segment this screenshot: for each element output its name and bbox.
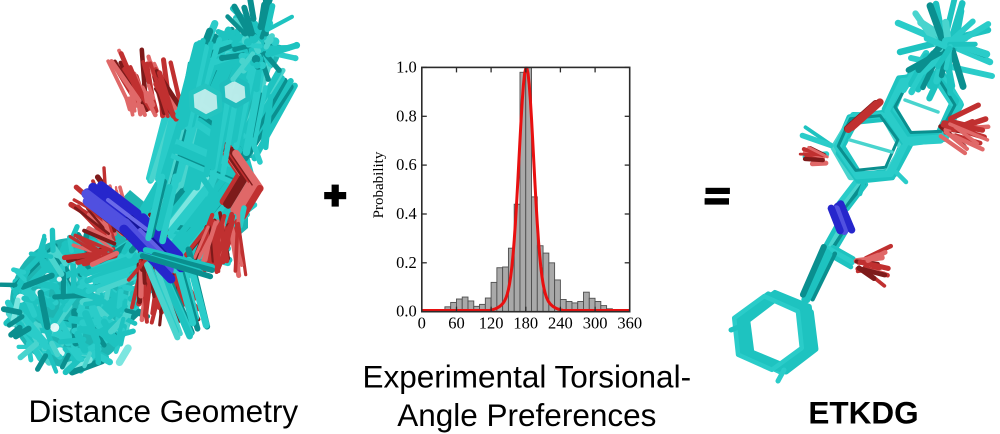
svg-text:300: 300 — [583, 314, 608, 333]
svg-text:ETKDG: ETKDG — [808, 394, 918, 430]
svg-text:360: 360 — [617, 314, 642, 333]
svg-text:60: 60 — [448, 314, 465, 333]
svg-text:0.0: 0.0 — [396, 302, 417, 321]
svg-text:1.0: 1.0 — [396, 57, 417, 76]
svg-text:0.4: 0.4 — [396, 204, 417, 223]
svg-text:0.6: 0.6 — [396, 155, 417, 174]
svg-text:240: 240 — [548, 314, 573, 333]
svg-text:0.2: 0.2 — [396, 253, 417, 272]
svg-text:180: 180 — [513, 314, 538, 333]
svg-text:Probability: Probability — [371, 151, 387, 218]
svg-text:Angle Preferences: Angle Preferences — [397, 397, 656, 433]
svg-text:Distance Geometry: Distance Geometry — [28, 393, 298, 429]
svg-text:Experimental Torsional-: Experimental Torsional- — [363, 358, 692, 394]
svg-text:0.8: 0.8 — [396, 106, 417, 125]
svg-text:0: 0 — [418, 314, 426, 333]
svg-text:120: 120 — [479, 314, 504, 333]
